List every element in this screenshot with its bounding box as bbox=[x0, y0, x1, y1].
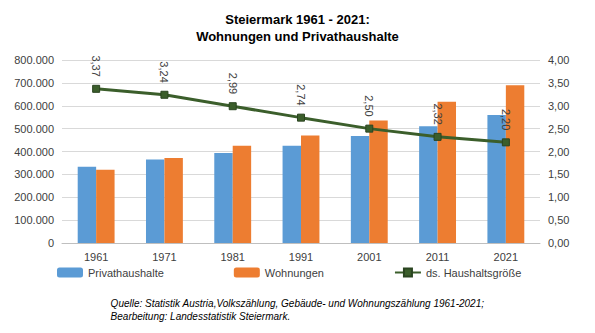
svg-text:400.000: 400.000 bbox=[14, 146, 54, 158]
svg-text:3,37: 3,37 bbox=[90, 55, 102, 76]
svg-text:Privathaushalte: Privathaushalte bbox=[88, 267, 164, 279]
svg-text:0: 0 bbox=[48, 237, 54, 249]
svg-text:1981: 1981 bbox=[220, 251, 244, 263]
svg-text:200.000: 200.000 bbox=[14, 191, 54, 203]
svg-text:1961: 1961 bbox=[84, 251, 108, 263]
svg-text:0,00: 0,00 bbox=[548, 237, 569, 249]
svg-text:500.000: 500.000 bbox=[14, 123, 54, 135]
svg-text:2,74: 2,74 bbox=[295, 84, 307, 105]
svg-text:1,00: 1,00 bbox=[548, 191, 569, 203]
svg-text:Quelle: Statistik Austria,Volk: Quelle: Statistik Austria,Volkszählung, … bbox=[111, 298, 485, 309]
svg-text:2001: 2001 bbox=[357, 251, 381, 263]
svg-text:Wohnungen und Privathaushalte: Wohnungen und Privathaushalte bbox=[196, 29, 399, 44]
svg-text:600.000: 600.000 bbox=[14, 100, 54, 112]
svg-text:1,50: 1,50 bbox=[548, 168, 569, 180]
svg-text:2011: 2011 bbox=[426, 251, 450, 263]
svg-text:3,24: 3,24 bbox=[158, 61, 170, 82]
svg-text:300.000: 300.000 bbox=[14, 168, 54, 180]
svg-text:0,50: 0,50 bbox=[548, 214, 569, 226]
svg-text:Wohnungen: Wohnungen bbox=[265, 267, 324, 279]
svg-text:2,99: 2,99 bbox=[227, 73, 239, 94]
svg-text:3,00: 3,00 bbox=[548, 100, 569, 112]
svg-text:800.000: 800.000 bbox=[14, 54, 54, 66]
svg-text:100.000: 100.000 bbox=[14, 214, 54, 226]
svg-text:700.000: 700.000 bbox=[14, 77, 54, 89]
svg-text:1971: 1971 bbox=[152, 251, 176, 263]
svg-text:1991: 1991 bbox=[289, 251, 313, 263]
svg-text:4,00: 4,00 bbox=[548, 54, 569, 66]
svg-text:Steiermark 1961 - 2021:: Steiermark 1961 - 2021: bbox=[225, 12, 370, 27]
svg-text:2,50: 2,50 bbox=[363, 95, 375, 116]
svg-text:2,20: 2,20 bbox=[500, 109, 512, 130]
svg-text:3,50: 3,50 bbox=[548, 77, 569, 89]
svg-text:2,00: 2,00 bbox=[548, 146, 569, 158]
svg-text:Bearbeitung: Landesstatistik S: Bearbeitung: Landesstatistik Steiermark. bbox=[111, 311, 291, 322]
svg-text:2021: 2021 bbox=[494, 251, 518, 263]
svg-text:2,32: 2,32 bbox=[432, 103, 444, 124]
svg-text:ds. Haushaltsgröße: ds. Haushaltsgröße bbox=[426, 267, 521, 279]
svg-text:2,50: 2,50 bbox=[548, 123, 569, 135]
